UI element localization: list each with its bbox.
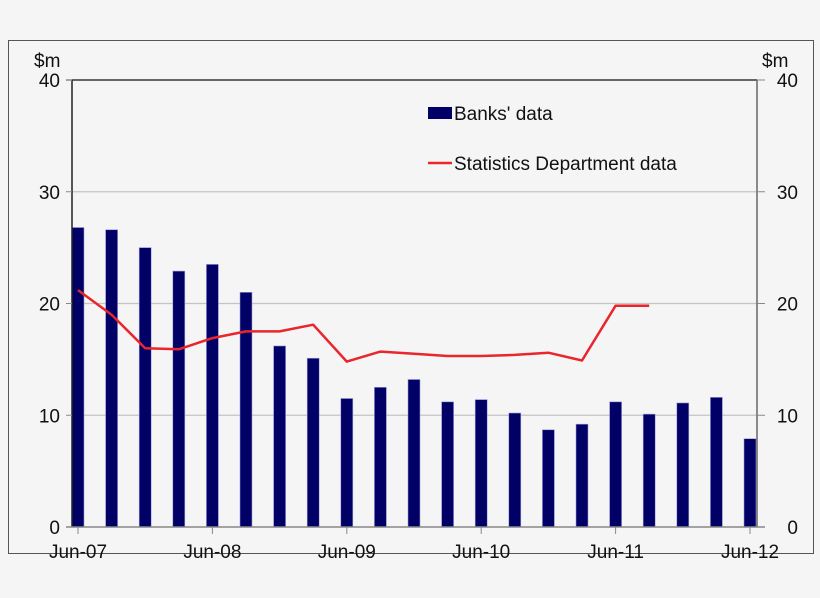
y-tick-label-right: 10 xyxy=(777,406,798,427)
y-tick-label-left: 20 xyxy=(39,295,60,316)
y-axis-left-unit: $m xyxy=(34,51,60,72)
bar xyxy=(407,379,421,528)
y-tick-label-right: 40 xyxy=(777,71,798,92)
y-tick-label-right: 20 xyxy=(777,295,798,316)
x-tick-label: Jun-12 xyxy=(721,542,779,563)
x-tick-label: Jun-10 xyxy=(452,542,510,563)
y-tick-label-left: 0 xyxy=(49,518,60,539)
bar xyxy=(71,227,85,528)
x-axis-labels: Jun-07 Jun-08 Jun-09 Jun-10 Jun-11 Jun-12 xyxy=(49,542,779,563)
y-tick-label-left: 30 xyxy=(39,183,60,204)
y-tick-label-left: 10 xyxy=(39,406,60,427)
bar xyxy=(273,345,286,528)
banks-data-bars xyxy=(71,227,757,528)
bar xyxy=(206,264,219,528)
x-tick-label: Jun-11 xyxy=(587,542,644,563)
bar xyxy=(609,401,622,528)
bar xyxy=(340,398,354,528)
x-tick-label: Jun-08 xyxy=(183,542,241,563)
bar xyxy=(508,412,522,528)
x-tick-label: Jun-09 xyxy=(318,542,376,563)
bar xyxy=(575,423,589,528)
bar xyxy=(743,438,757,528)
bar xyxy=(474,399,488,528)
legend: Banks' data Statistics Department data xyxy=(428,104,677,175)
bar xyxy=(441,401,454,528)
y-tick-label-right: 0 xyxy=(787,518,798,539)
bar xyxy=(374,387,387,528)
bar xyxy=(676,402,690,528)
bar xyxy=(542,429,555,528)
bar xyxy=(710,397,723,528)
y-tick-label-left: 40 xyxy=(39,71,60,92)
statistics-department-line xyxy=(77,289,650,363)
legend-banks-label: Banks' data xyxy=(454,104,553,125)
legend-bar-swatch xyxy=(428,107,452,119)
bar xyxy=(239,292,253,528)
bar xyxy=(172,270,186,528)
bar xyxy=(306,357,320,528)
bar xyxy=(105,229,118,528)
y-tick-label-right: 30 xyxy=(777,183,798,204)
y-axis-right-unit: $m xyxy=(762,51,788,72)
y-axis-left-labels: 0 10 20 30 40 xyxy=(39,71,60,539)
bar xyxy=(138,247,152,528)
axes xyxy=(66,79,765,534)
bar xyxy=(642,413,656,528)
x-tick-label: Jun-07 xyxy=(49,542,107,563)
legend-statistics-label: Statistics Department data xyxy=(454,154,677,175)
y-axis-right-labels: 0 10 20 30 40 xyxy=(777,71,798,539)
